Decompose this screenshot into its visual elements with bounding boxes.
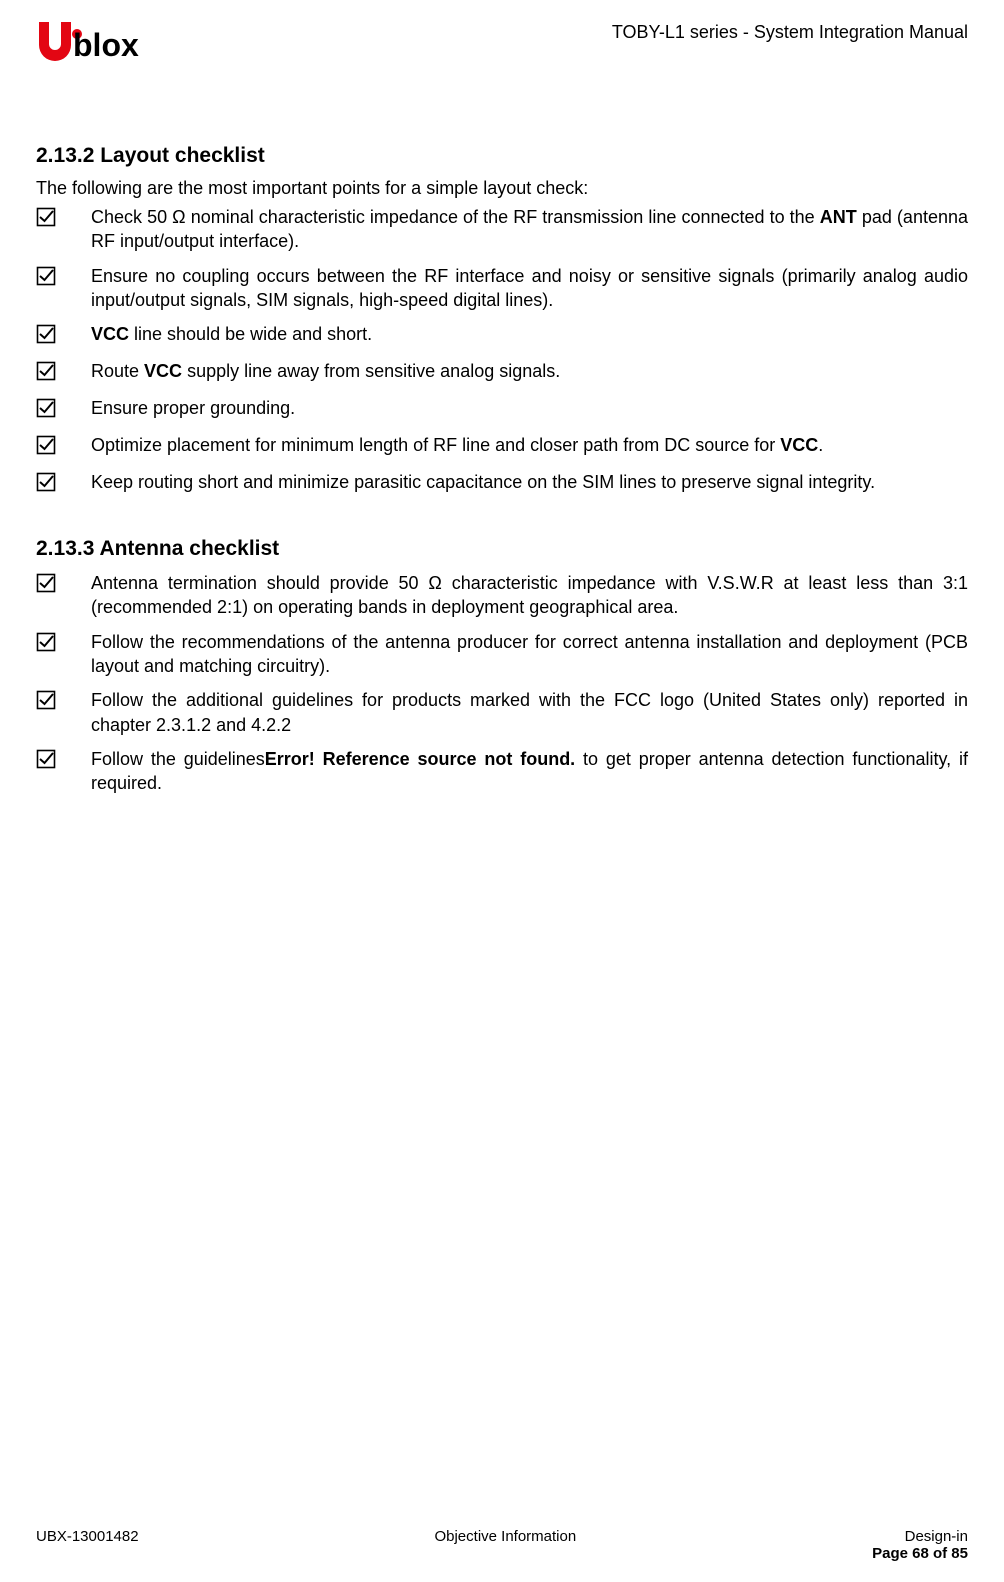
checkbox-icon: [36, 688, 91, 715]
checkbox-icon: [36, 398, 56, 418]
checklist-item: Follow the additional guidelines for pro…: [36, 688, 968, 737]
checkbox-icon: [36, 632, 56, 652]
checklist-item-text: Ensure no coupling occurs between the RF…: [91, 264, 968, 313]
checkbox-icon: [36, 435, 56, 455]
checkbox-icon: [36, 264, 91, 291]
footer-left: UBX-13001482: [36, 1528, 139, 1562]
checkbox-icon: [36, 470, 91, 497]
checklist-item-text: Route VCC supply line away from sensitiv…: [91, 359, 968, 383]
checklist-item-text: Check 50 Ω nominal characteristic impeda…: [91, 205, 968, 254]
checkbox-icon: [36, 690, 56, 710]
checkbox-icon: [36, 205, 91, 232]
page-header: blox TOBY-L1 series - System Integration…: [36, 20, 968, 64]
checklist-item: Route VCC supply line away from sensitiv…: [36, 359, 968, 386]
checklist-item: Ensure no coupling occurs between the RF…: [36, 264, 968, 313]
checklist-item-text: Follow the recommendations of the antenn…: [91, 630, 968, 679]
section-heading-layout: 2.13.2 Layout checklist: [36, 144, 968, 168]
checklist-item: Check 50 Ω nominal characteristic impeda…: [36, 205, 968, 254]
checklist-item-text: VCC line should be wide and short.: [91, 322, 968, 346]
checkbox-icon: [36, 472, 56, 492]
checkbox-icon: [36, 630, 91, 657]
checklist-item-text: Follow the guidelinesError! Reference so…: [91, 747, 968, 796]
checklist-item-text: Keep routing short and minimize parasiti…: [91, 470, 968, 494]
ublox-logo-svg: blox: [36, 20, 166, 64]
doc-title: TOBY-L1 series - System Integration Manu…: [612, 20, 968, 43]
checkbox-icon: [36, 396, 91, 423]
checkbox-icon: [36, 207, 56, 227]
layout-checklist: Check 50 Ω nominal characteristic impeda…: [36, 205, 968, 497]
page: blox TOBY-L1 series - System Integration…: [0, 0, 1004, 1582]
checkbox-icon: [36, 747, 91, 774]
checklist-item: Antenna termination should provide 50 Ω …: [36, 571, 968, 620]
checkbox-icon: [36, 573, 56, 593]
checkbox-icon: [36, 266, 56, 286]
checkbox-icon: [36, 433, 91, 460]
content: 2.13.2 Layout checklist The following ar…: [36, 119, 968, 1498]
checklist-item-text: Ensure proper grounding.: [91, 396, 968, 420]
checkbox-icon: [36, 359, 91, 386]
checkbox-icon: [36, 361, 56, 381]
checklist-item-text: Antenna termination should provide 50 Ω …: [91, 571, 968, 620]
section-intro: The following are the most important poi…: [36, 178, 968, 199]
checklist-item: Ensure proper grounding.: [36, 396, 968, 423]
page-footer: UBX-13001482 Objective Information Desig…: [36, 1528, 968, 1562]
checklist-item: Optimize placement for minimum length of…: [36, 433, 968, 460]
footer-page-number: Page 68 of 85: [872, 1545, 968, 1562]
checklist-item-text: Optimize placement for minimum length of…: [91, 433, 968, 457]
footer-right: Design-in Page 68 of 85: [872, 1528, 968, 1562]
footer-right-top: Design-in: [872, 1528, 968, 1545]
section-heading-antenna: 2.13.3 Antenna checklist: [36, 537, 968, 561]
checkbox-icon: [36, 571, 91, 598]
svg-text:blox: blox: [73, 27, 139, 63]
footer-center: Objective Information: [434, 1528, 576, 1562]
checklist-item: VCC line should be wide and short.: [36, 322, 968, 349]
ublox-logo: blox: [36, 20, 166, 64]
checklist-item: Follow the guidelinesError! Reference so…: [36, 747, 968, 796]
checklist-item-text: Follow the additional guidelines for pro…: [91, 688, 968, 737]
checkbox-icon: [36, 322, 91, 349]
antenna-checklist: Antenna termination should provide 50 Ω …: [36, 571, 968, 795]
checklist-item: Follow the recommendations of the antenn…: [36, 630, 968, 679]
checkbox-icon: [36, 324, 56, 344]
checklist-item: Keep routing short and minimize parasiti…: [36, 470, 968, 497]
checkbox-icon: [36, 749, 56, 769]
